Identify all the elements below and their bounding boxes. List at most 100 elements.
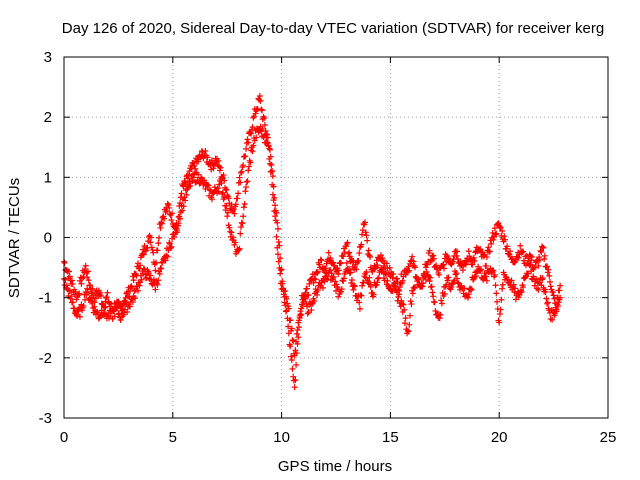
data-point bbox=[547, 283, 554, 290]
data-point bbox=[192, 165, 199, 172]
data-point bbox=[528, 254, 535, 261]
data-point bbox=[284, 300, 291, 307]
data-point bbox=[477, 246, 484, 253]
data-point bbox=[555, 299, 562, 306]
data-point bbox=[408, 301, 415, 308]
data-point bbox=[158, 220, 165, 227]
data-point bbox=[103, 294, 110, 301]
data-point bbox=[237, 224, 244, 231]
data-point bbox=[335, 267, 342, 274]
data-point bbox=[314, 269, 321, 276]
data-point bbox=[322, 265, 329, 272]
data-point bbox=[66, 273, 73, 280]
data-point bbox=[360, 279, 367, 286]
data-point bbox=[541, 252, 548, 259]
data-point bbox=[330, 259, 337, 266]
data-point bbox=[264, 139, 271, 146]
data-point bbox=[72, 288, 79, 295]
data-point bbox=[217, 175, 224, 182]
data-point bbox=[351, 283, 358, 290]
data-point bbox=[292, 347, 299, 354]
data-point bbox=[87, 295, 94, 302]
data-point bbox=[412, 264, 419, 271]
data-point bbox=[277, 255, 284, 262]
data-point bbox=[214, 185, 221, 192]
data-point bbox=[273, 233, 280, 240]
data-point bbox=[208, 157, 215, 164]
data-point bbox=[356, 299, 363, 306]
data-point bbox=[327, 267, 334, 274]
data-point bbox=[490, 267, 497, 274]
data-point bbox=[237, 179, 244, 186]
data-point bbox=[157, 265, 164, 272]
data-point bbox=[433, 265, 440, 272]
data-point bbox=[76, 290, 83, 297]
data-point bbox=[398, 297, 405, 304]
data-point bbox=[274, 244, 281, 251]
data-point bbox=[274, 225, 281, 232]
data-point bbox=[292, 376, 299, 383]
y-tick-label: 0 bbox=[44, 230, 52, 247]
data-point bbox=[396, 284, 403, 291]
data-point bbox=[187, 183, 194, 190]
data-point bbox=[259, 125, 266, 132]
data-point bbox=[467, 287, 474, 294]
data-point bbox=[66, 288, 73, 295]
data-point bbox=[294, 327, 301, 334]
data-point bbox=[215, 157, 222, 164]
data-point bbox=[289, 337, 296, 344]
data-point bbox=[551, 295, 558, 302]
data-point bbox=[261, 115, 268, 122]
data-point bbox=[256, 96, 263, 103]
data-point bbox=[249, 124, 256, 131]
data-point bbox=[168, 217, 175, 224]
data-point bbox=[206, 186, 213, 193]
data-point bbox=[175, 220, 182, 227]
data-point bbox=[180, 203, 187, 210]
data-point bbox=[265, 143, 272, 150]
data-point bbox=[542, 288, 549, 295]
data-point bbox=[346, 265, 353, 272]
data-point bbox=[287, 317, 294, 324]
data-point bbox=[148, 234, 155, 241]
x-axis-ticks: 0 5 10 15 20 25 bbox=[60, 57, 616, 446]
data-point bbox=[80, 302, 87, 309]
data-point bbox=[142, 271, 149, 278]
data-point bbox=[224, 209, 231, 216]
data-point bbox=[539, 275, 546, 282]
data-point bbox=[156, 234, 163, 241]
data-point bbox=[327, 255, 334, 262]
data-point bbox=[288, 353, 295, 360]
data-point bbox=[312, 276, 319, 283]
data-point bbox=[183, 191, 190, 198]
data-point bbox=[264, 139, 271, 146]
data-point bbox=[491, 225, 498, 232]
data-point bbox=[189, 178, 196, 185]
data-point bbox=[168, 243, 175, 250]
data-point bbox=[430, 293, 437, 300]
data-point bbox=[317, 256, 324, 263]
data-point bbox=[358, 292, 365, 299]
data-point bbox=[550, 292, 557, 299]
series-1 bbox=[61, 92, 564, 391]
data-point bbox=[471, 257, 478, 264]
data-point bbox=[296, 324, 303, 331]
data-point bbox=[202, 185, 209, 192]
data-point bbox=[271, 208, 278, 215]
data-point bbox=[277, 270, 284, 277]
data-point bbox=[338, 288, 345, 295]
data-point bbox=[158, 259, 165, 266]
data-point bbox=[75, 308, 82, 315]
data-point bbox=[483, 277, 490, 284]
data-point bbox=[260, 113, 267, 120]
data-point bbox=[374, 262, 381, 269]
data-point bbox=[544, 300, 551, 307]
data-point bbox=[359, 282, 366, 289]
data-point bbox=[290, 373, 297, 380]
data-point bbox=[171, 223, 178, 230]
data-point bbox=[249, 148, 256, 155]
data-point bbox=[84, 285, 91, 292]
data-point bbox=[510, 281, 517, 288]
data-point bbox=[427, 274, 434, 281]
data-point bbox=[204, 154, 211, 161]
